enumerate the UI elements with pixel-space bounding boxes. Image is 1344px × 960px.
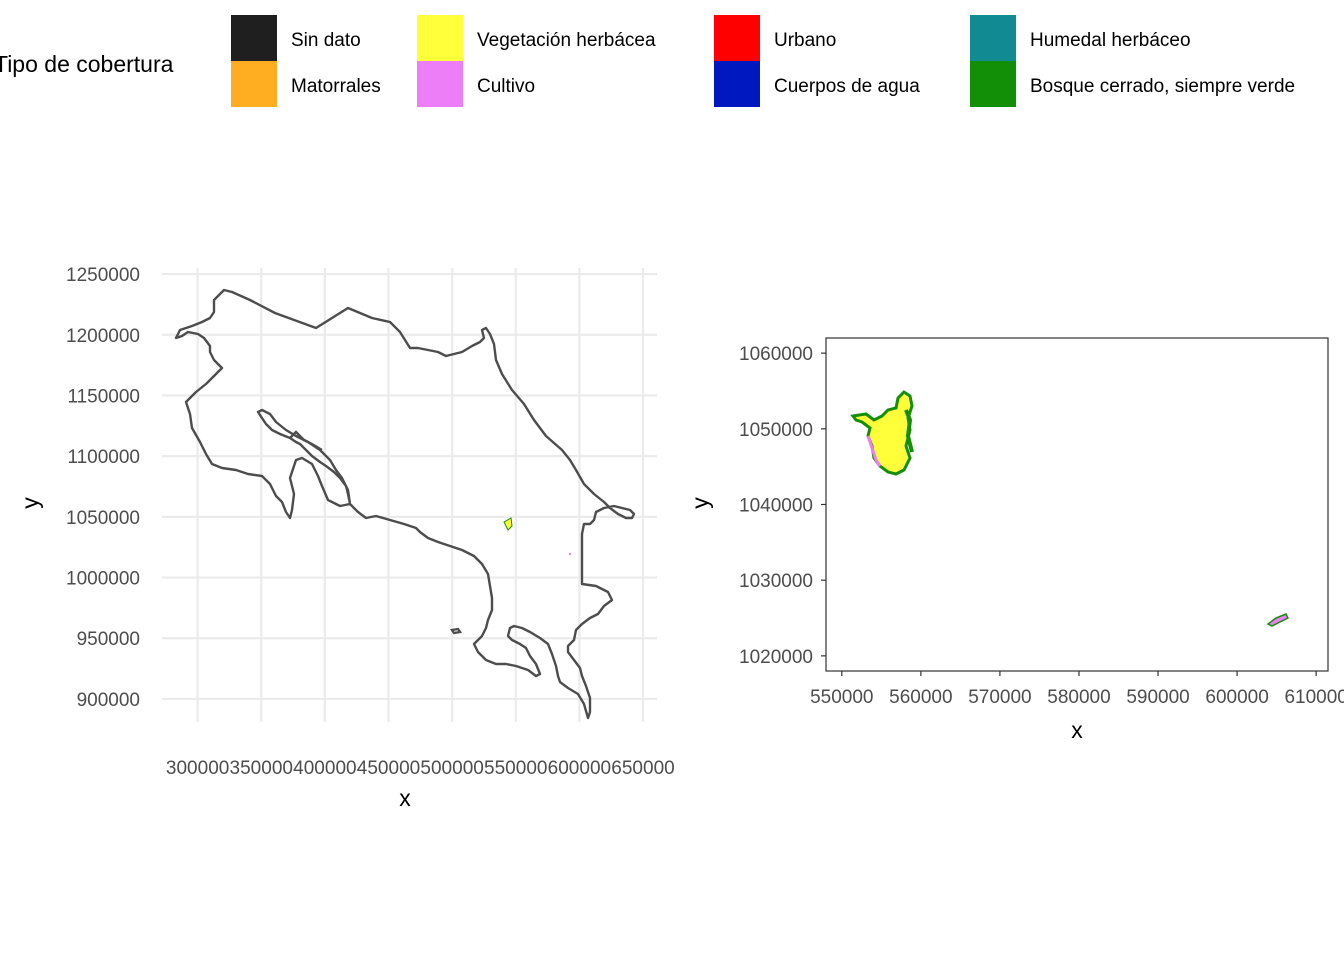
- x-tick-label: 550000: [484, 758, 547, 779]
- y-tick-label: 1000000: [66, 569, 140, 590]
- legend-label-cultivo: Cultivo: [477, 76, 535, 97]
- legend-title: Tipo de cobertura: [0, 51, 174, 77]
- land-cover-forest-edge: [904, 409, 914, 453]
- map-panel-zoom: 550000 560000 570000 580000 590000 600000 6100…: [687, 337, 1344, 743]
- x-tick-label: 300000: [166, 758, 229, 779]
- x-tick-label: 600000: [548, 758, 611, 779]
- x-tick-label: 610000: [1284, 687, 1344, 708]
- gridlines: [162, 268, 657, 722]
- land-cover-cultivo-edge: [866, 435, 882, 467]
- y-tick-label: 1040000: [739, 496, 813, 517]
- x-tick-label: 650000: [611, 758, 674, 779]
- x-tick-label: 600000: [1205, 687, 1268, 708]
- y-tick-label: 1200000: [66, 326, 140, 347]
- y-tick-label: 1020000: [739, 647, 813, 668]
- peninsula-inlet: [289, 430, 323, 452]
- legend-key-cultivo: [417, 61, 463, 107]
- y-tick-label: 1050000: [66, 508, 140, 529]
- axis-ticks: 550000 560000 570000 580000 590000 600000 6100…: [739, 344, 1344, 708]
- land-cover-patch-small: [1266, 613, 1290, 627]
- y-tick-label: 1050000: [739, 420, 813, 441]
- island-outline: [449, 627, 463, 635]
- legend-label-cuerpos-de-agua: Cuerpos de agua: [774, 76, 920, 97]
- legend: Tipo de cobertura Sin dato Matorrales Ve…: [0, 15, 1295, 107]
- x-axis-title: x: [1071, 717, 1083, 743]
- legend-label-vegetacion-herbacea: Vegetación herbácea: [477, 30, 656, 51]
- legend-key-cuerpos-de-agua: [714, 61, 760, 107]
- legend-label-bosque-cerrado: Bosque cerrado, siempre verde: [1030, 76, 1295, 97]
- x-tick-label: 550000: [810, 687, 873, 708]
- y-tick-label: 1100000: [67, 447, 140, 468]
- legend-label-matorrales: Matorrales: [291, 76, 381, 97]
- legend-key-urbano: [714, 15, 760, 61]
- y-axis-title: y: [687, 497, 713, 509]
- map-panel-country: 300000 350000 400000 450000 500000 550000 6000…: [17, 265, 675, 811]
- land-cover-patch-main: [850, 390, 914, 476]
- legend-key-humedal-herbaceo: [970, 15, 1016, 61]
- x-axis-title: x: [399, 785, 411, 811]
- x-tick-label: 590000: [1126, 687, 1189, 708]
- legend-key-matorrales: [231, 61, 277, 107]
- panel-border: [825, 337, 1329, 672]
- study-area-patch-2: [569, 553, 571, 555]
- y-tick-label: 1150000: [67, 386, 140, 407]
- x-tick-label: 570000: [968, 687, 1031, 708]
- study-area-patch-1: [503, 517, 513, 531]
- y-tick-label: 950000: [77, 629, 140, 650]
- x-tick-label: 450000: [357, 758, 420, 779]
- axis-ticks: 300000 350000 400000 450000 500000 550000 6000…: [66, 265, 675, 779]
- y-tick-label: 1250000: [66, 265, 140, 286]
- y-axis-title: y: [17, 497, 43, 509]
- y-tick-label: 1060000: [739, 344, 813, 365]
- x-tick-label: 500000: [420, 758, 483, 779]
- legend-label-sin-dato: Sin dato: [291, 30, 361, 51]
- x-tick-label: 350000: [230, 758, 293, 779]
- country-outline: [174, 288, 636, 720]
- y-tick-label: 1030000: [739, 571, 813, 592]
- y-tick-label: 900000: [77, 690, 140, 711]
- legend-key-bosque-cerrado: [970, 61, 1016, 107]
- x-tick-label: 400000: [293, 758, 356, 779]
- legend-label-urbano: Urbano: [774, 30, 836, 51]
- legend-key-sin-dato: [231, 15, 277, 61]
- legend-label-humedal-herbaceo: Humedal herbáceo: [1030, 30, 1191, 51]
- x-tick-label: 580000: [1047, 687, 1110, 708]
- legend-key-vegetacion-herbacea: [417, 15, 463, 61]
- x-tick-label: 560000: [889, 687, 952, 708]
